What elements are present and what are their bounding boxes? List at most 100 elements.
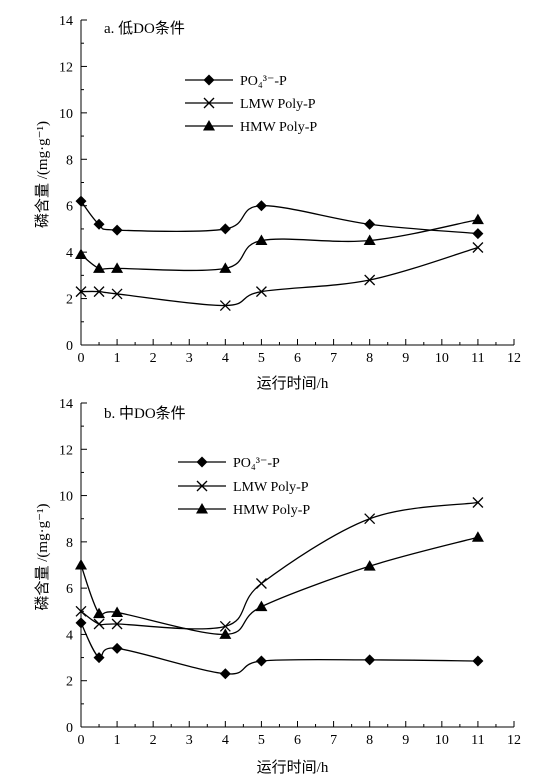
series-diamond bbox=[75, 195, 484, 240]
data-point bbox=[471, 213, 484, 225]
series-triangle bbox=[75, 531, 484, 639]
data-point bbox=[93, 618, 105, 630]
x-tick-label: 8 bbox=[366, 351, 373, 366]
data-point bbox=[219, 620, 231, 632]
series-line bbox=[80, 200, 478, 235]
data-point bbox=[93, 652, 105, 664]
y-tick-label: 10 bbox=[59, 490, 73, 505]
data-point bbox=[75, 605, 87, 617]
x-tick-label: 12 bbox=[507, 351, 521, 366]
x-tick-label: 7 bbox=[330, 351, 337, 366]
data-point bbox=[93, 218, 105, 230]
y-axis-label: 磷含量 /(mg·g⁻¹) bbox=[34, 121, 51, 228]
y-tick-label: 6 bbox=[66, 582, 73, 597]
data-point bbox=[93, 286, 105, 298]
data-point bbox=[364, 654, 376, 666]
legend-entry: LMW Poly-P bbox=[178, 480, 309, 495]
data-point bbox=[75, 617, 87, 629]
x-tick-label: 3 bbox=[186, 351, 193, 366]
x-tick-label: 1 bbox=[114, 351, 121, 366]
x-tick-label: 6 bbox=[294, 351, 301, 366]
data-point bbox=[75, 248, 87, 259]
x-tick-label: 2 bbox=[150, 351, 157, 366]
data-point bbox=[363, 234, 376, 246]
series-line bbox=[80, 219, 479, 272]
data-point bbox=[255, 578, 267, 589]
series-line bbox=[80, 622, 478, 675]
y-tick-label: 14 bbox=[59, 397, 73, 412]
y-tick-label: 4 bbox=[66, 246, 73, 261]
x-tick-label: 8 bbox=[366, 733, 373, 748]
y-tick-label: 4 bbox=[66, 628, 73, 643]
legend-entry: LMW Poly-P bbox=[185, 97, 316, 112]
data-point bbox=[255, 655, 267, 667]
data-point bbox=[111, 224, 123, 236]
x-tick-label: 9 bbox=[402, 733, 409, 748]
data-point bbox=[255, 200, 267, 212]
legend-label: LMW Poly-P bbox=[233, 480, 309, 495]
data-point bbox=[364, 274, 376, 286]
series-line bbox=[80, 501, 479, 630]
y-tick-label: 8 bbox=[66, 536, 73, 551]
data-point bbox=[111, 262, 124, 273]
data-point bbox=[472, 497, 484, 508]
x-tick-label: 10 bbox=[435, 733, 449, 748]
data-point bbox=[219, 223, 231, 235]
data-point bbox=[93, 262, 106, 273]
legend-label: HMW Poly-P bbox=[233, 503, 310, 518]
x-tick-label: 4 bbox=[222, 351, 229, 366]
legend-marker bbox=[203, 120, 215, 131]
y-tick-label: 14 bbox=[59, 14, 73, 29]
legend-marker bbox=[196, 456, 208, 468]
x-tick-label: 1 bbox=[114, 733, 121, 748]
legend-entry: HMW Poly-P bbox=[178, 503, 310, 518]
data-point bbox=[111, 288, 123, 300]
series-x bbox=[75, 242, 484, 311]
data-point bbox=[111, 618, 123, 630]
x-tick-label: 7 bbox=[330, 733, 337, 748]
legend-label: PO₄³⁻-P bbox=[240, 74, 287, 89]
x-tick-label: 11 bbox=[471, 351, 484, 366]
y-tick-label: 12 bbox=[59, 443, 73, 458]
data-point bbox=[255, 286, 267, 298]
y-tick-label: 0 bbox=[66, 339, 73, 354]
y-tick-label: 8 bbox=[66, 153, 73, 168]
series-line bbox=[80, 536, 479, 636]
data-point bbox=[364, 218, 376, 230]
y-tick-label: 2 bbox=[66, 293, 73, 308]
legend-label: HMW Poly-P bbox=[240, 120, 317, 135]
data-point bbox=[472, 655, 484, 667]
y-tick-label: 10 bbox=[59, 107, 73, 122]
x-tick-label: 11 bbox=[471, 733, 484, 748]
x-tick-label: 3 bbox=[186, 733, 193, 748]
legend-marker bbox=[196, 503, 208, 514]
data-point bbox=[472, 228, 484, 240]
y-tick-label: 6 bbox=[66, 200, 73, 215]
series-x bbox=[75, 497, 484, 632]
data-point bbox=[75, 286, 87, 298]
legend-marker bbox=[203, 97, 215, 109]
x-tick-label: 6 bbox=[294, 733, 301, 748]
y-tick-label: 0 bbox=[66, 721, 73, 736]
series-diamond bbox=[75, 617, 484, 680]
x-tick-label: 0 bbox=[78, 351, 85, 366]
legend-entry: PO₄³⁻-P bbox=[178, 456, 280, 471]
legend-marker bbox=[196, 480, 208, 492]
data-point bbox=[219, 300, 231, 311]
y-tick-label: 12 bbox=[59, 60, 73, 75]
data-point bbox=[472, 242, 484, 253]
data-point bbox=[219, 262, 232, 273]
legend-entry: HMW Poly-P bbox=[185, 120, 317, 135]
data-point bbox=[219, 668, 231, 680]
data-point bbox=[219, 628, 232, 639]
data-point bbox=[111, 642, 123, 654]
x-tick-label: 5 bbox=[258, 733, 265, 748]
x-tick-label: 0 bbox=[78, 733, 85, 748]
series-line bbox=[80, 246, 479, 307]
series-triangle bbox=[75, 213, 484, 273]
data-point bbox=[255, 234, 268, 246]
legend-label: PO₄³⁻-P bbox=[233, 456, 280, 471]
